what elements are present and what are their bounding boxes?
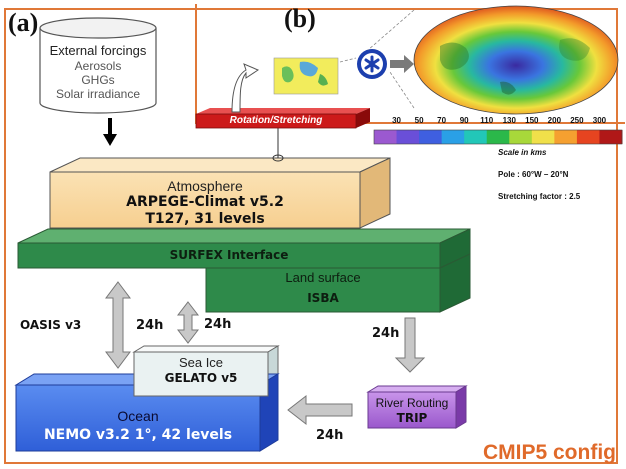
scale-tick-label: 300 bbox=[592, 116, 607, 125]
scale-tick-label: 30 bbox=[392, 116, 401, 125]
scale-stretching: Stretching factor : 2.5 bbox=[498, 192, 581, 201]
atmosphere-title: Atmosphere bbox=[167, 178, 243, 194]
surfex-block bbox=[17, 228, 471, 269]
panel-a-frame bbox=[4, 8, 618, 464]
scale-tick-label: 130 bbox=[502, 116, 516, 125]
scale-swatch bbox=[441, 130, 465, 144]
scale-tick-label: 50 bbox=[414, 116, 424, 125]
scale-swatch bbox=[576, 130, 600, 144]
scale-tick-label: 150 bbox=[525, 116, 539, 125]
scale-border bbox=[373, 129, 623, 145]
scale-tick-label: 70 bbox=[437, 116, 447, 125]
river-title: River Routing bbox=[375, 396, 449, 410]
scale-tick-label: 90 bbox=[459, 116, 469, 125]
scale-pole: Pole : 60°W – 20°N bbox=[498, 170, 569, 179]
scale-caption: Scale in kms bbox=[498, 148, 547, 157]
forcing-solar: Solar irradiance bbox=[55, 87, 141, 101]
scale-swatch bbox=[509, 130, 533, 144]
sea-ice-title: Sea Ice bbox=[178, 355, 224, 370]
land-surface-title: Land surface bbox=[285, 270, 361, 285]
period-river-ocean: 24h bbox=[316, 428, 344, 443]
map-connector bbox=[339, 57, 357, 63]
scale-swatch bbox=[396, 130, 420, 144]
period-atm-ocean: 24h bbox=[136, 318, 164, 333]
atm-ocean-arrow bbox=[105, 281, 131, 369]
external-forcings-title: External forcings bbox=[49, 43, 147, 58]
map-arrow-icon bbox=[390, 55, 414, 73]
color-scale-bar bbox=[373, 129, 623, 145]
sea-ice-model: GELATO v5 bbox=[164, 371, 238, 385]
panel-a-label: (a) bbox=[8, 8, 39, 37]
period-atm-seaice: 24h bbox=[204, 317, 232, 332]
forcing-arrow bbox=[103, 118, 117, 146]
river-ocean-arrow bbox=[287, 394, 353, 426]
rotation-connector bbox=[272, 128, 284, 162]
scale-swatch bbox=[374, 130, 398, 144]
period-land-river: 24h bbox=[372, 326, 400, 341]
rotation-arrow-icon bbox=[231, 63, 260, 113]
ocean-model: NEMO v3.2 1°, 42 levels bbox=[43, 427, 233, 443]
coupler-label: OASIS v3 bbox=[20, 318, 82, 332]
forcing-aerosols: Aerosols bbox=[74, 59, 122, 73]
rotation-label: Rotation/Stretching bbox=[229, 115, 323, 126]
zoom-line-bottom bbox=[389, 71, 415, 109]
surfex-title: SURFEX Interface bbox=[169, 248, 289, 262]
panel-b-label: (b) bbox=[284, 4, 316, 33]
scale-swatch bbox=[599, 130, 623, 144]
forcing-ghgs: GHGs bbox=[81, 73, 115, 87]
atm-seaice-arrow bbox=[176, 301, 200, 344]
atmosphere-resolution: T127, 31 levels bbox=[145, 211, 265, 227]
river-routing-block bbox=[366, 385, 468, 429]
river-model: TRIP bbox=[396, 411, 428, 425]
ocean-block bbox=[14, 351, 280, 452]
land-surface-block bbox=[205, 253, 471, 313]
atmosphere-block bbox=[49, 157, 391, 229]
scale-tick-label: 250 bbox=[570, 116, 584, 125]
panel-b-frame bbox=[195, 4, 625, 124]
land-river-arrow bbox=[394, 317, 426, 373]
scale-swatch bbox=[554, 130, 578, 144]
resolution-map bbox=[413, 5, 619, 115]
atmosphere-model: ARPEGE-Climat v5.2 bbox=[126, 194, 284, 210]
gear-icon bbox=[357, 49, 387, 79]
scale-swatch bbox=[531, 130, 555, 144]
ocean-title: Ocean bbox=[117, 408, 159, 424]
scale-swatch bbox=[464, 130, 488, 144]
zoom-line-top bbox=[367, 9, 415, 51]
scale-swatch bbox=[419, 130, 443, 144]
mini-map-icon bbox=[273, 57, 339, 95]
land-surface-model: ISBA bbox=[307, 291, 339, 305]
scale-tick-label: 200 bbox=[547, 116, 562, 125]
config-label: CMIP5 config bbox=[482, 441, 616, 464]
scale-swatch bbox=[486, 130, 510, 144]
external-forcings-cylinder bbox=[39, 17, 157, 114]
scale-tick-label: 110 bbox=[480, 116, 494, 125]
